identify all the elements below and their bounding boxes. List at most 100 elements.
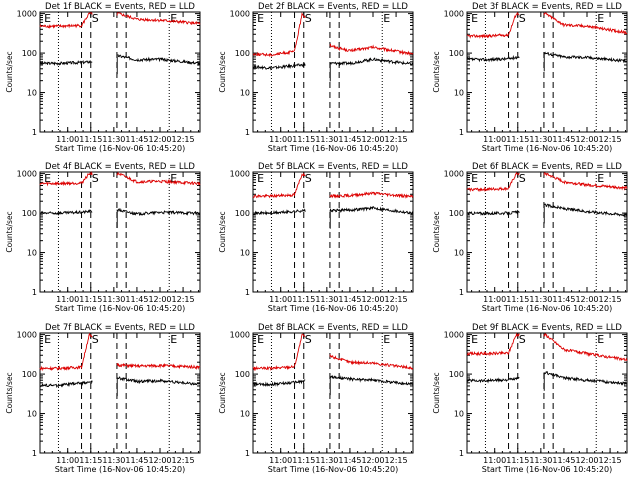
x-tick-label: 11:30 xyxy=(102,135,125,144)
y-tick-label: 100 xyxy=(449,49,464,58)
x-tick-label: 12:15 xyxy=(172,135,195,144)
x-tick-label: 11:00 xyxy=(56,456,79,465)
x-tick-label: 11:45 xyxy=(125,295,148,304)
y-axis-label: Counts/sec xyxy=(432,372,441,413)
x-tick-label: 11:45 xyxy=(552,456,575,465)
x-tick-label: 11:45 xyxy=(552,295,575,304)
x-tick-label: 11:15 xyxy=(506,456,529,465)
series-lld-line xyxy=(252,172,414,199)
y-tick-label: 100 xyxy=(235,49,250,58)
x-tick-label: 11:30 xyxy=(315,135,338,144)
x-axis-label: Start Time (16-Nov-06 10:45:20) xyxy=(55,304,185,313)
y-axis-label: Counts/sec xyxy=(5,372,14,413)
marker-label-e: E xyxy=(170,172,177,185)
y-tick-label: 100 xyxy=(22,370,37,379)
y-tick-label: 1000 xyxy=(17,10,37,19)
series-lld-line xyxy=(467,332,628,362)
marker-label-e: E xyxy=(471,333,478,346)
y-tick-label: 1 xyxy=(32,449,37,458)
marker-label-e: E xyxy=(257,172,264,185)
plot-frame xyxy=(39,332,201,454)
y-axis-label: Counts/sec xyxy=(5,211,14,252)
y-axis-label: Counts/sec xyxy=(218,372,227,413)
y-tick-label: 1000 xyxy=(230,170,250,179)
y-tick-label: 100 xyxy=(22,209,37,218)
x-tick-label: 11:15 xyxy=(79,456,102,465)
series-events-line xyxy=(252,57,414,71)
x-tick-label: 11:00 xyxy=(483,135,506,144)
x-tick-label: 11:15 xyxy=(79,295,102,304)
y-axis-label: Counts/sec xyxy=(432,51,441,92)
x-tick-label: 11:45 xyxy=(338,456,361,465)
y-tick-label: 1000 xyxy=(444,10,464,19)
x-tick-label: 11:00 xyxy=(56,135,79,144)
series-events-line xyxy=(252,205,414,216)
y-tick-label: 10 xyxy=(27,249,37,258)
marker-label-s: S xyxy=(92,12,99,25)
panel-det-2: Det 2f BLACK = Events, RED = LLD 1 10 100 10… xyxy=(218,2,414,153)
y-tick-label: 10 xyxy=(240,249,250,258)
y-tick-label: 1000 xyxy=(444,170,464,179)
panel-det-8: Det 8f BLACK = Events, RED = LLD 1 10 100 10… xyxy=(218,323,414,474)
series-lld-line xyxy=(466,171,628,193)
x-tick-label: 11:30 xyxy=(102,295,125,304)
y-tick-label: 1000 xyxy=(230,10,250,19)
panel-title: Det 4f BLACK = Events, RED = LLD xyxy=(45,162,195,172)
y-tick-label: 10 xyxy=(454,89,464,98)
y-tick-label: 1000 xyxy=(17,331,37,340)
series-events-line xyxy=(39,54,201,67)
x-axis-label: Start Time (16-Nov-06 10:45:20) xyxy=(268,144,398,153)
y-tick-label: 1 xyxy=(245,449,250,458)
marker-label-s: S xyxy=(305,333,312,346)
marker-label-e: E xyxy=(383,12,390,25)
panel-title: Det 2f BLACK = Events, RED = LLD xyxy=(258,2,408,12)
plot-frame xyxy=(466,171,628,293)
y-tick-label: 10 xyxy=(27,410,37,419)
y-axis-label: Counts/sec xyxy=(218,51,227,92)
x-tick-label: 12:00 xyxy=(575,135,598,144)
y-tick-label: 1 xyxy=(245,288,250,297)
x-tick-label: 11:30 xyxy=(529,295,552,304)
marker-label-s: S xyxy=(305,172,312,185)
x-tick-label: 11:15 xyxy=(292,456,315,465)
panel-title: Det 3f BLACK = Events, RED = LLD xyxy=(472,2,622,12)
series-events-line xyxy=(466,370,628,387)
x-axis-label: Start Time (16-Nov-06 10:45:20) xyxy=(55,465,185,474)
x-tick-label: 11:15 xyxy=(292,135,315,144)
x-tick-label: 12:15 xyxy=(599,135,622,144)
marker-label-e: E xyxy=(383,333,390,346)
y-tick-label: 10 xyxy=(240,410,250,419)
x-tick-label: 12:00 xyxy=(148,456,171,465)
x-tick-label: 11:30 xyxy=(315,295,338,304)
series-lld-line xyxy=(39,171,201,187)
x-tick-label: 11:45 xyxy=(125,135,148,144)
panel-det-7: Det 7f BLACK = Events, RED = LLD 1 10 100 10… xyxy=(5,323,201,474)
x-tick-label: 12:15 xyxy=(172,456,195,465)
y-tick-label: 1000 xyxy=(230,331,250,340)
marker-label-e: E xyxy=(170,333,177,346)
marker-label-s: S xyxy=(305,12,312,25)
panel-title: Det 1f BLACK = Events, RED = LLD xyxy=(45,2,195,12)
x-axis-label: Start Time (16-Nov-06 10:45:20) xyxy=(482,465,612,474)
plot-frame xyxy=(39,11,201,133)
x-tick-label: 11:00 xyxy=(483,295,506,304)
panel-title: Det 7f BLACK = Events, RED = LLD xyxy=(45,323,195,333)
plot-frame xyxy=(466,11,628,133)
y-tick-label: 1000 xyxy=(17,170,37,179)
marker-label-e: E xyxy=(44,333,51,346)
series-lld-line xyxy=(252,333,414,372)
x-tick-label: 11:30 xyxy=(529,135,552,144)
x-tick-label: 12:00 xyxy=(361,456,384,465)
plot-frame xyxy=(466,332,628,454)
x-axis-label: Start Time (16-Nov-06 10:45:20) xyxy=(268,465,398,474)
x-tick-label: 11:15 xyxy=(79,135,102,144)
series-lld-line xyxy=(466,11,628,39)
x-tick-label: 11:15 xyxy=(506,295,529,304)
series-events-line xyxy=(39,376,201,388)
x-tick-label: 12:15 xyxy=(599,456,622,465)
y-tick-label: 1 xyxy=(32,128,37,137)
y-axis-label: Counts/sec xyxy=(432,211,441,252)
y-tick-label: 100 xyxy=(449,370,464,379)
series-events-line xyxy=(466,203,628,218)
y-tick-label: 10 xyxy=(240,89,250,98)
